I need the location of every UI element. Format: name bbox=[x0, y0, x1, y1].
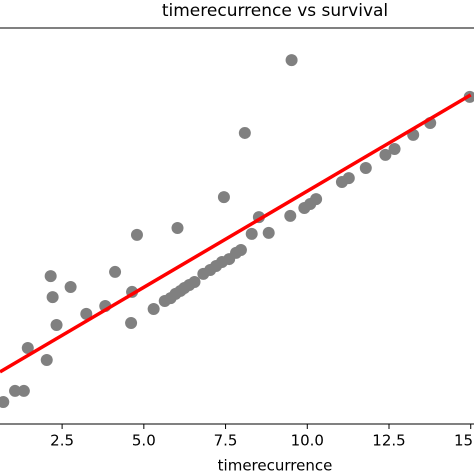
point bbox=[80, 307, 93, 320]
plot-area bbox=[0, 54, 474, 409]
chart-title: timerecurrence vs survival bbox=[162, 1, 388, 21]
fit-line bbox=[0, 93, 472, 374]
point bbox=[17, 384, 30, 397]
point bbox=[147, 302, 160, 315]
point bbox=[130, 228, 143, 241]
point bbox=[238, 126, 251, 139]
point bbox=[109, 265, 122, 278]
point bbox=[64, 280, 77, 293]
point bbox=[262, 226, 275, 239]
point bbox=[359, 161, 372, 174]
point bbox=[388, 142, 401, 155]
point bbox=[46, 291, 59, 304]
point bbox=[188, 276, 201, 289]
x-tick-label: 7.5 bbox=[214, 432, 238, 450]
point bbox=[0, 396, 10, 409]
x-tick-label: 10.0 bbox=[291, 432, 324, 450]
x-tick-label: 5.0 bbox=[132, 432, 156, 450]
point bbox=[285, 54, 298, 67]
point bbox=[44, 270, 57, 283]
point bbox=[379, 148, 392, 161]
point bbox=[125, 317, 138, 330]
point bbox=[9, 384, 22, 397]
point bbox=[342, 172, 355, 185]
point bbox=[171, 221, 184, 234]
point bbox=[40, 354, 53, 367]
point bbox=[234, 243, 247, 256]
x-tick-label: 12.5 bbox=[372, 432, 405, 450]
x-tick-label: 15.0 bbox=[454, 432, 474, 450]
point bbox=[245, 227, 258, 240]
point bbox=[21, 341, 34, 354]
x-tick-label: 2.5 bbox=[50, 432, 74, 450]
point bbox=[50, 319, 63, 331]
x-axis-label: timerecurrence bbox=[218, 457, 333, 474]
point bbox=[284, 209, 297, 222]
point bbox=[310, 193, 323, 206]
point bbox=[217, 191, 230, 204]
